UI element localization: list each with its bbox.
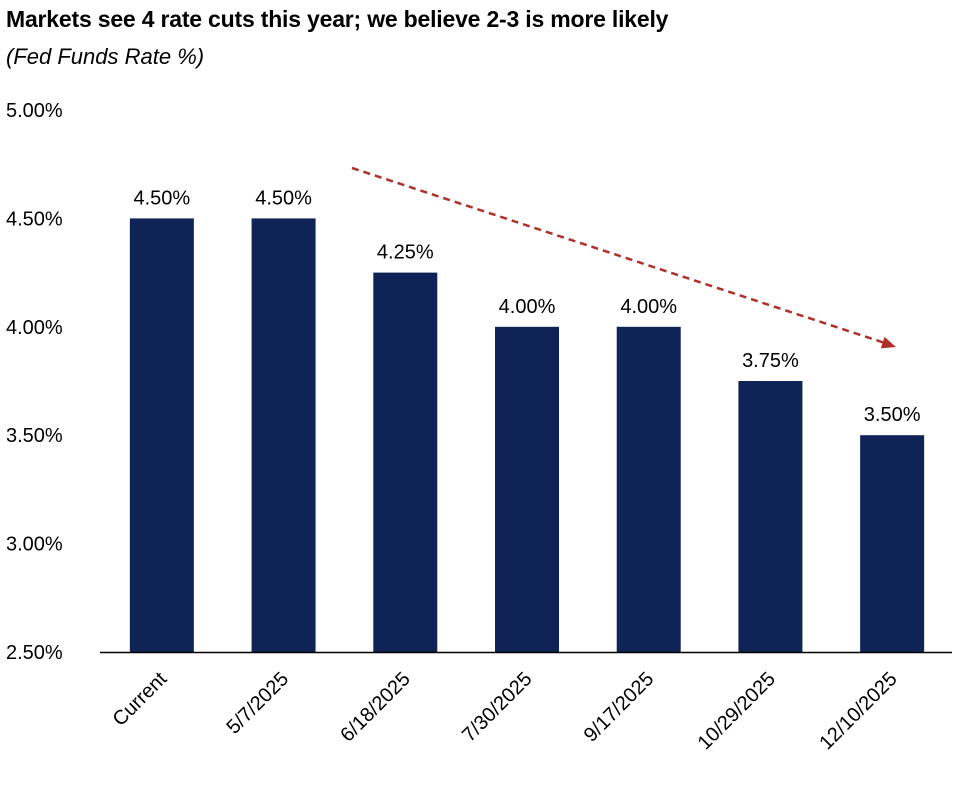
x-tick-label: 7/30/2025 [458, 668, 536, 746]
data-label: 4.50% [255, 187, 312, 209]
bar [129, 218, 194, 652]
data-label: 4.00% [499, 296, 556, 318]
bars [129, 218, 925, 652]
data-label: 3.75% [742, 350, 799, 372]
bar [860, 435, 925, 652]
y-tick-label: 4.50% [6, 208, 63, 230]
y-tick-label: 4.00% [6, 317, 63, 339]
data-labels: 4.50% 4.50% 4.25% 4.00% 4.00% 3.75% 3.50% [133, 187, 920, 426]
y-axis-labels: 2.50% 3.00% 3.50% 4.00% 4.50% 5.00% [6, 100, 63, 664]
y-tick-label: 5.00% [6, 100, 63, 122]
y-tick-label: 3.00% [6, 534, 63, 556]
data-label: 4.25% [377, 242, 434, 264]
x-tick-label: 6/18/2025 [336, 668, 414, 746]
x-tick-label: Current [109, 668, 172, 731]
bar [373, 272, 438, 652]
bar [495, 326, 559, 652]
x-axis-labels: Current 5/7/2025 6/18/2025 7/30/2025 9/17/20… [109, 668, 902, 755]
data-label: 3.50% [864, 404, 921, 426]
chart-subtitle: (Fed Funds Rate %) [6, 44, 205, 69]
y-tick-label: 2.50% [6, 642, 63, 664]
y-tick-label: 3.50% [6, 425, 63, 447]
chart-title: Markets see 4 rate cuts this year; we be… [6, 6, 669, 32]
x-tick-label: 9/17/2025 [580, 668, 658, 746]
x-tick-label: 5/7/2025 [222, 668, 293, 739]
x-tick-label: 12/10/2025 [815, 668, 901, 754]
bar [251, 218, 316, 652]
x-tick-label: 10/29/2025 [694, 668, 780, 754]
trend-arrow-line [351, 166, 889, 346]
trend-arrow [351, 166, 896, 349]
trend-arrow-head [880, 336, 896, 349]
bar [616, 326, 681, 652]
data-label: 4.50% [133, 187, 190, 209]
bar [738, 381, 803, 652]
data-label: 4.00% [620, 296, 677, 318]
